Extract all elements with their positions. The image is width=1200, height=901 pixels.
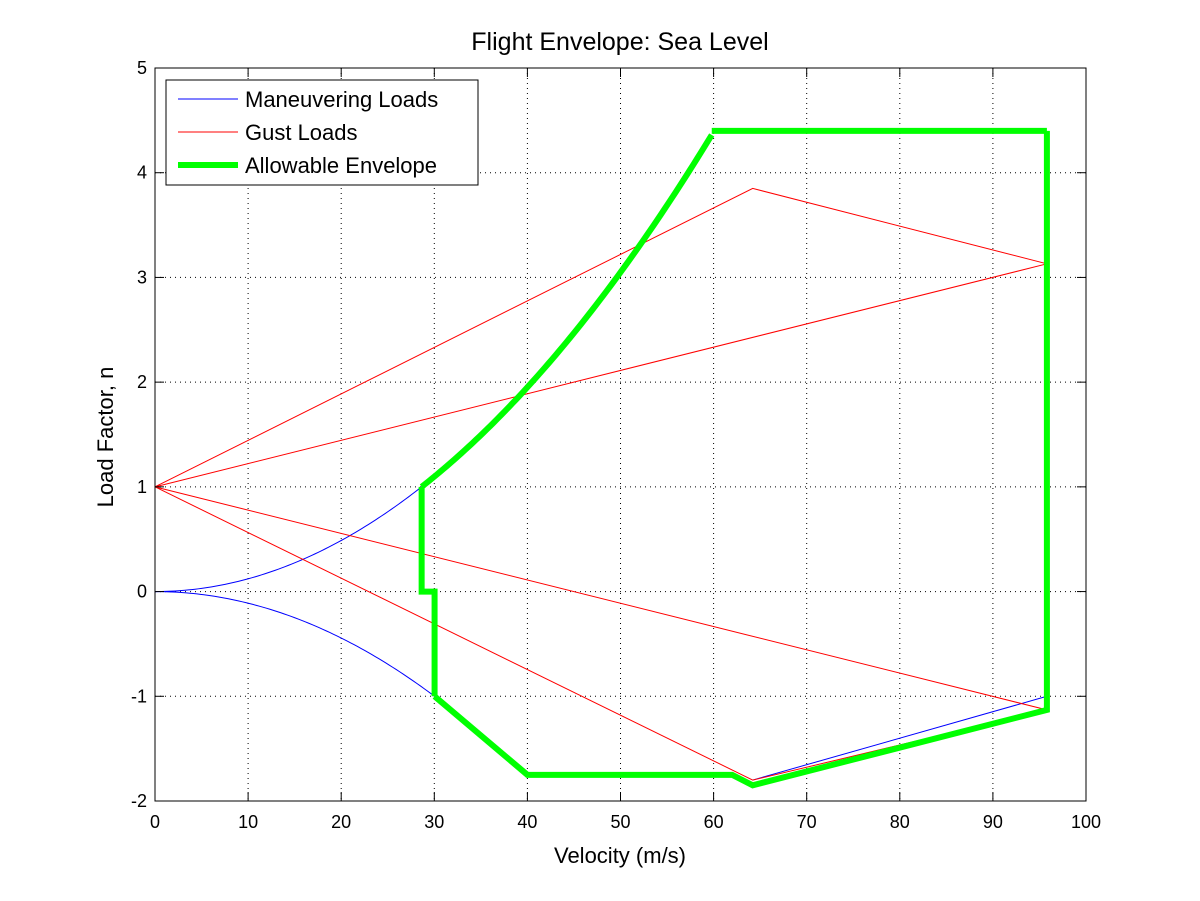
x-tick-label: 40 (517, 812, 537, 832)
x-tick-label: 100 (1071, 812, 1101, 832)
legend-entry-gust-loads: Gust Loads (245, 120, 358, 145)
y-tick-label: -2 (131, 791, 147, 811)
x-axis-label: Velocity (m/s) (554, 843, 686, 868)
x-tick-label: 0 (150, 812, 160, 832)
x-tick-label: 10 (238, 812, 258, 832)
y-tick-label: 2 (137, 372, 147, 392)
legend: Maneuvering Loads Gust Loads Allowable E… (165, 79, 479, 186)
y-tick-label: -1 (131, 686, 147, 706)
y-tick-label: 0 (137, 582, 147, 602)
x-tick-label: 60 (704, 812, 724, 832)
series-line-maneuvering-loads (752, 695, 1048, 781)
y-tick-label: 1 (137, 477, 147, 497)
y-tick-label: 5 (137, 58, 147, 78)
series-line-allowable-envelope (432, 130, 1050, 789)
x-tick-label: 30 (424, 812, 444, 832)
chart-title: Flight Envelope: Sea Level (471, 28, 768, 56)
axis-ticks: 0 10 20 30 40 50 60 70 80 90 100 -2 -1 0 1 2 3 4 5 (131, 58, 1101, 832)
x-tick-label: 70 (797, 812, 817, 832)
x-tick-label: 20 (331, 812, 351, 832)
x-tick-label: 90 (983, 812, 1003, 832)
legend-entry-maneuvering-loads: Maneuvering Loads (245, 87, 438, 112)
x-tick-label: 80 (890, 812, 910, 832)
grid-lines (155, 68, 1086, 801)
series-line-allowable-envelope (418, 486, 438, 697)
series-line-maneuvering-loads (154, 591, 435, 697)
y-axis-label: Load Factor, n (93, 367, 118, 508)
x-tick-label: 50 (610, 812, 630, 832)
y-tick-label: 3 (137, 267, 147, 287)
series-line-gust-loads (154, 187, 1048, 488)
series-layer (154, 127, 1050, 789)
y-tick-label: 4 (137, 163, 147, 183)
series-line-allowable-envelope (419, 133, 715, 490)
series-line-maneuvering-loads (154, 486, 422, 593)
legend-entry-allowable-envelope: Allowable Envelope (245, 153, 437, 178)
